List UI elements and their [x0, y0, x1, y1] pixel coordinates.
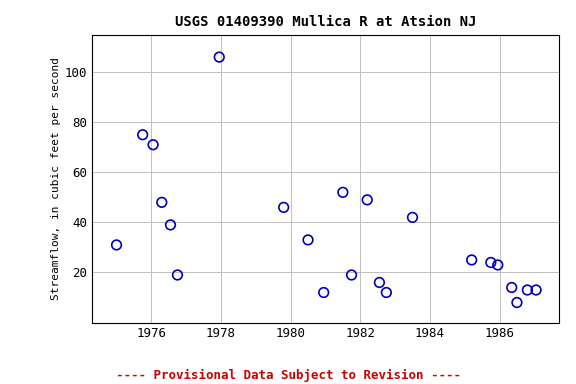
- Point: [149, 142, 158, 148]
- Point: [382, 290, 391, 296]
- Point: [375, 280, 384, 286]
- Point: [112, 242, 121, 248]
- Point: [319, 290, 328, 296]
- Point: [304, 237, 313, 243]
- Point: [532, 287, 541, 293]
- Point: [486, 259, 495, 265]
- Title: USGS 01409390 Mullica R at Atsion NJ: USGS 01409390 Mullica R at Atsion NJ: [175, 15, 476, 29]
- Text: ---- Provisional Data Subject to Revision ----: ---- Provisional Data Subject to Revisio…: [116, 369, 460, 382]
- Point: [523, 287, 532, 293]
- Point: [347, 272, 356, 278]
- Y-axis label: Streamflow, in cubic feet per second: Streamflow, in cubic feet per second: [51, 57, 60, 300]
- Point: [279, 204, 288, 210]
- Point: [338, 189, 347, 195]
- Point: [493, 262, 502, 268]
- Point: [512, 300, 521, 306]
- Point: [215, 54, 224, 60]
- Point: [467, 257, 476, 263]
- Point: [166, 222, 175, 228]
- Point: [173, 272, 182, 278]
- Point: [408, 214, 417, 220]
- Point: [138, 132, 147, 138]
- Point: [507, 285, 516, 291]
- Point: [363, 197, 372, 203]
- Point: [157, 199, 166, 205]
